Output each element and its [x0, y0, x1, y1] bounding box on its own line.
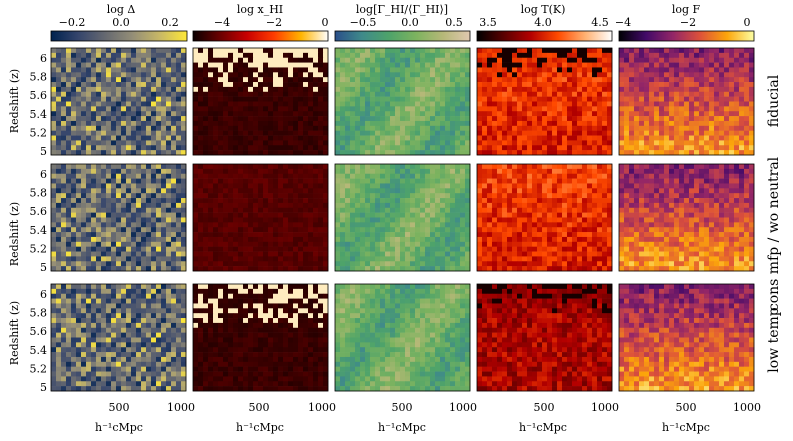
colorbar-tick-4-1: −2: [680, 16, 696, 29]
y-tick-r1-2: 5.6: [30, 205, 48, 218]
y-tick-r0-3: 5.4: [30, 108, 48, 121]
x-axis: 500 1000 500 1000 500 1000 500 1000 500 …: [95, 401, 761, 434]
y-tick-r1-1: 5.8: [30, 187, 48, 200]
colorbar-tick-1-2: 0: [322, 16, 329, 29]
panel-r0-c2: [334, 47, 471, 156]
y-axis-title-0: Redshift (z): [8, 69, 21, 133]
x-axis-title-col-1: h⁻¹cMpc: [236, 421, 284, 434]
panel-r1-c0: [50, 163, 187, 272]
colorbar-tick-0-2: 0.2: [161, 16, 179, 29]
colorbar-gradient-3: [476, 30, 613, 42]
colorbar-tick-1-1: −2: [266, 16, 282, 29]
panel-r0-c0: [50, 47, 187, 156]
colorbar-tick-2-0: −0.5: [350, 16, 377, 29]
colorbar-tick-1-0: −4: [214, 16, 230, 29]
row-labels: fiducial cons mfp / wo neutral low temp: [766, 74, 782, 372]
panel-r2-c1: [192, 283, 329, 392]
panel-r1-c2: [334, 163, 471, 272]
x-tick-1000-col-1: 1000: [308, 401, 336, 414]
colorbar-tick-4-0: −4: [615, 16, 631, 29]
x-tick-500-col-4: 500: [676, 401, 697, 414]
y-tick-r0-0: 6: [40, 52, 47, 65]
x-tick-500-col-0: 500: [109, 401, 130, 414]
colorbar-tick-3-0: 3.5: [479, 16, 497, 29]
x-axis-title-col-4: h⁻¹cMpc: [662, 421, 710, 434]
y-tick-r2-3: 5.4: [30, 344, 48, 357]
colorbar-3: log T(K) 3.5 4.0 4.5: [476, 3, 613, 42]
colorbar-title-2: log[Γ_HI/⟨Γ_HI⟩]: [356, 3, 448, 16]
panel-r1-c3: [476, 163, 613, 272]
panel-r2-c3: [476, 283, 613, 392]
x-tick-500-col-3: 500: [534, 401, 555, 414]
x-tick-500-col-1: 500: [249, 401, 270, 414]
row-label-fiducial: fiducial: [766, 74, 782, 127]
colorbar-tick-0-1: 0.0: [112, 16, 130, 29]
x-tick-1000-col-4: 1000: [733, 401, 761, 414]
x-axis-title-col-0: h⁻¹cMpc: [95, 421, 143, 434]
y-tick-r1-0: 6: [40, 168, 47, 181]
colorbar-tick-3-1: 4.0: [534, 16, 552, 29]
y-tick-r0-5: 5: [40, 145, 47, 158]
colorbar-title-1: log x_HI: [237, 3, 283, 16]
panel-r1-c1: [192, 163, 329, 272]
x-tick-500-col-2: 500: [392, 401, 413, 414]
y-tick-r2-4: 5.2: [30, 362, 48, 375]
panel-r0-c4: [618, 47, 755, 156]
colorbar-tick-4-2: 0: [744, 16, 751, 29]
y-tick-r0-2: 5.6: [30, 89, 48, 102]
y-tick-r0-4: 5.2: [30, 126, 48, 139]
panel-r1-c4: [618, 163, 755, 272]
y-axis-title-2: Redshift (z): [8, 301, 21, 365]
colorbar-4: log F −4 −2 0: [615, 3, 755, 42]
x-tick-1000-col-0: 1000: [167, 401, 195, 414]
colorbar-gradient-4: [618, 30, 755, 42]
colorbar-tick-3-2: 4.5: [591, 16, 609, 29]
y-tick-r1-3: 5.4: [30, 224, 48, 237]
panel-r0-c1: [192, 47, 329, 156]
panel-r0-c3: [476, 47, 613, 156]
panel-r2-c0: [50, 283, 187, 392]
colorbar-title-0: log Δ: [107, 3, 136, 16]
colorbar-2: log[Γ_HI/⟨Γ_HI⟩] −0.5 0.0 0.5: [334, 3, 471, 42]
panel-r2-c2: [334, 283, 471, 392]
colorbar-title-4: log F: [672, 3, 701, 16]
colorbar-tick-2-1: 0.0: [401, 16, 419, 29]
x-tick-1000-col-2: 1000: [449, 401, 477, 414]
colorbar-title-3: log T(K): [521, 3, 566, 16]
y-tick-r1-4: 5.2: [30, 242, 48, 255]
colorbar-gradient-2: [334, 30, 471, 42]
colorbar-1: log x_HI −4 −2 0: [192, 3, 329, 42]
y-tick-r2-0: 6: [40, 288, 47, 301]
y-tick-r1-5: 5: [40, 261, 47, 274]
y-axis-labels: Redshift (z) Redshift (z) Redshift (z): [8, 69, 21, 365]
y-tick-r2-5: 5: [40, 381, 47, 394]
x-axis-title-col-2: h⁻¹cMpc: [378, 421, 426, 434]
y-tick-r0-1: 5.8: [30, 71, 48, 84]
y-tick-r2-2: 5.6: [30, 325, 48, 338]
colorbar-tick-0-0: −0.2: [59, 16, 86, 29]
colorbar-gradient-1: [192, 30, 329, 42]
colorbar-tick-2-2: 0.5: [445, 16, 463, 29]
y-axis-title-1: Redshift (z): [8, 202, 21, 266]
row-label-cons-mfp: cons mfp / wo neutral: [766, 156, 782, 311]
y-tick-labels: 6 5.8 5.6 5.4 5.2 5 6 5.8 5.6 5.4 5.2 5 6 5.8 5.6 5.4 5.…: [30, 52, 48, 394]
row-label-low-temp: low temp: [766, 307, 782, 373]
colorbars: log Δ −0.2 0.0 0.2 log x_HI −4 −2 0 log[…: [50, 3, 755, 42]
colorbar-0: log Δ −0.2 0.0 0.2: [50, 3, 188, 42]
x-tick-1000-col-3: 1000: [591, 401, 619, 414]
x-axis-title-col-3: h⁻¹cMpc: [519, 421, 567, 434]
panel-r2-c4: [618, 283, 755, 392]
colorbar-gradient-0: [50, 30, 188, 42]
y-tick-r2-1: 5.8: [30, 307, 48, 320]
panel-grid: [50, 47, 755, 392]
